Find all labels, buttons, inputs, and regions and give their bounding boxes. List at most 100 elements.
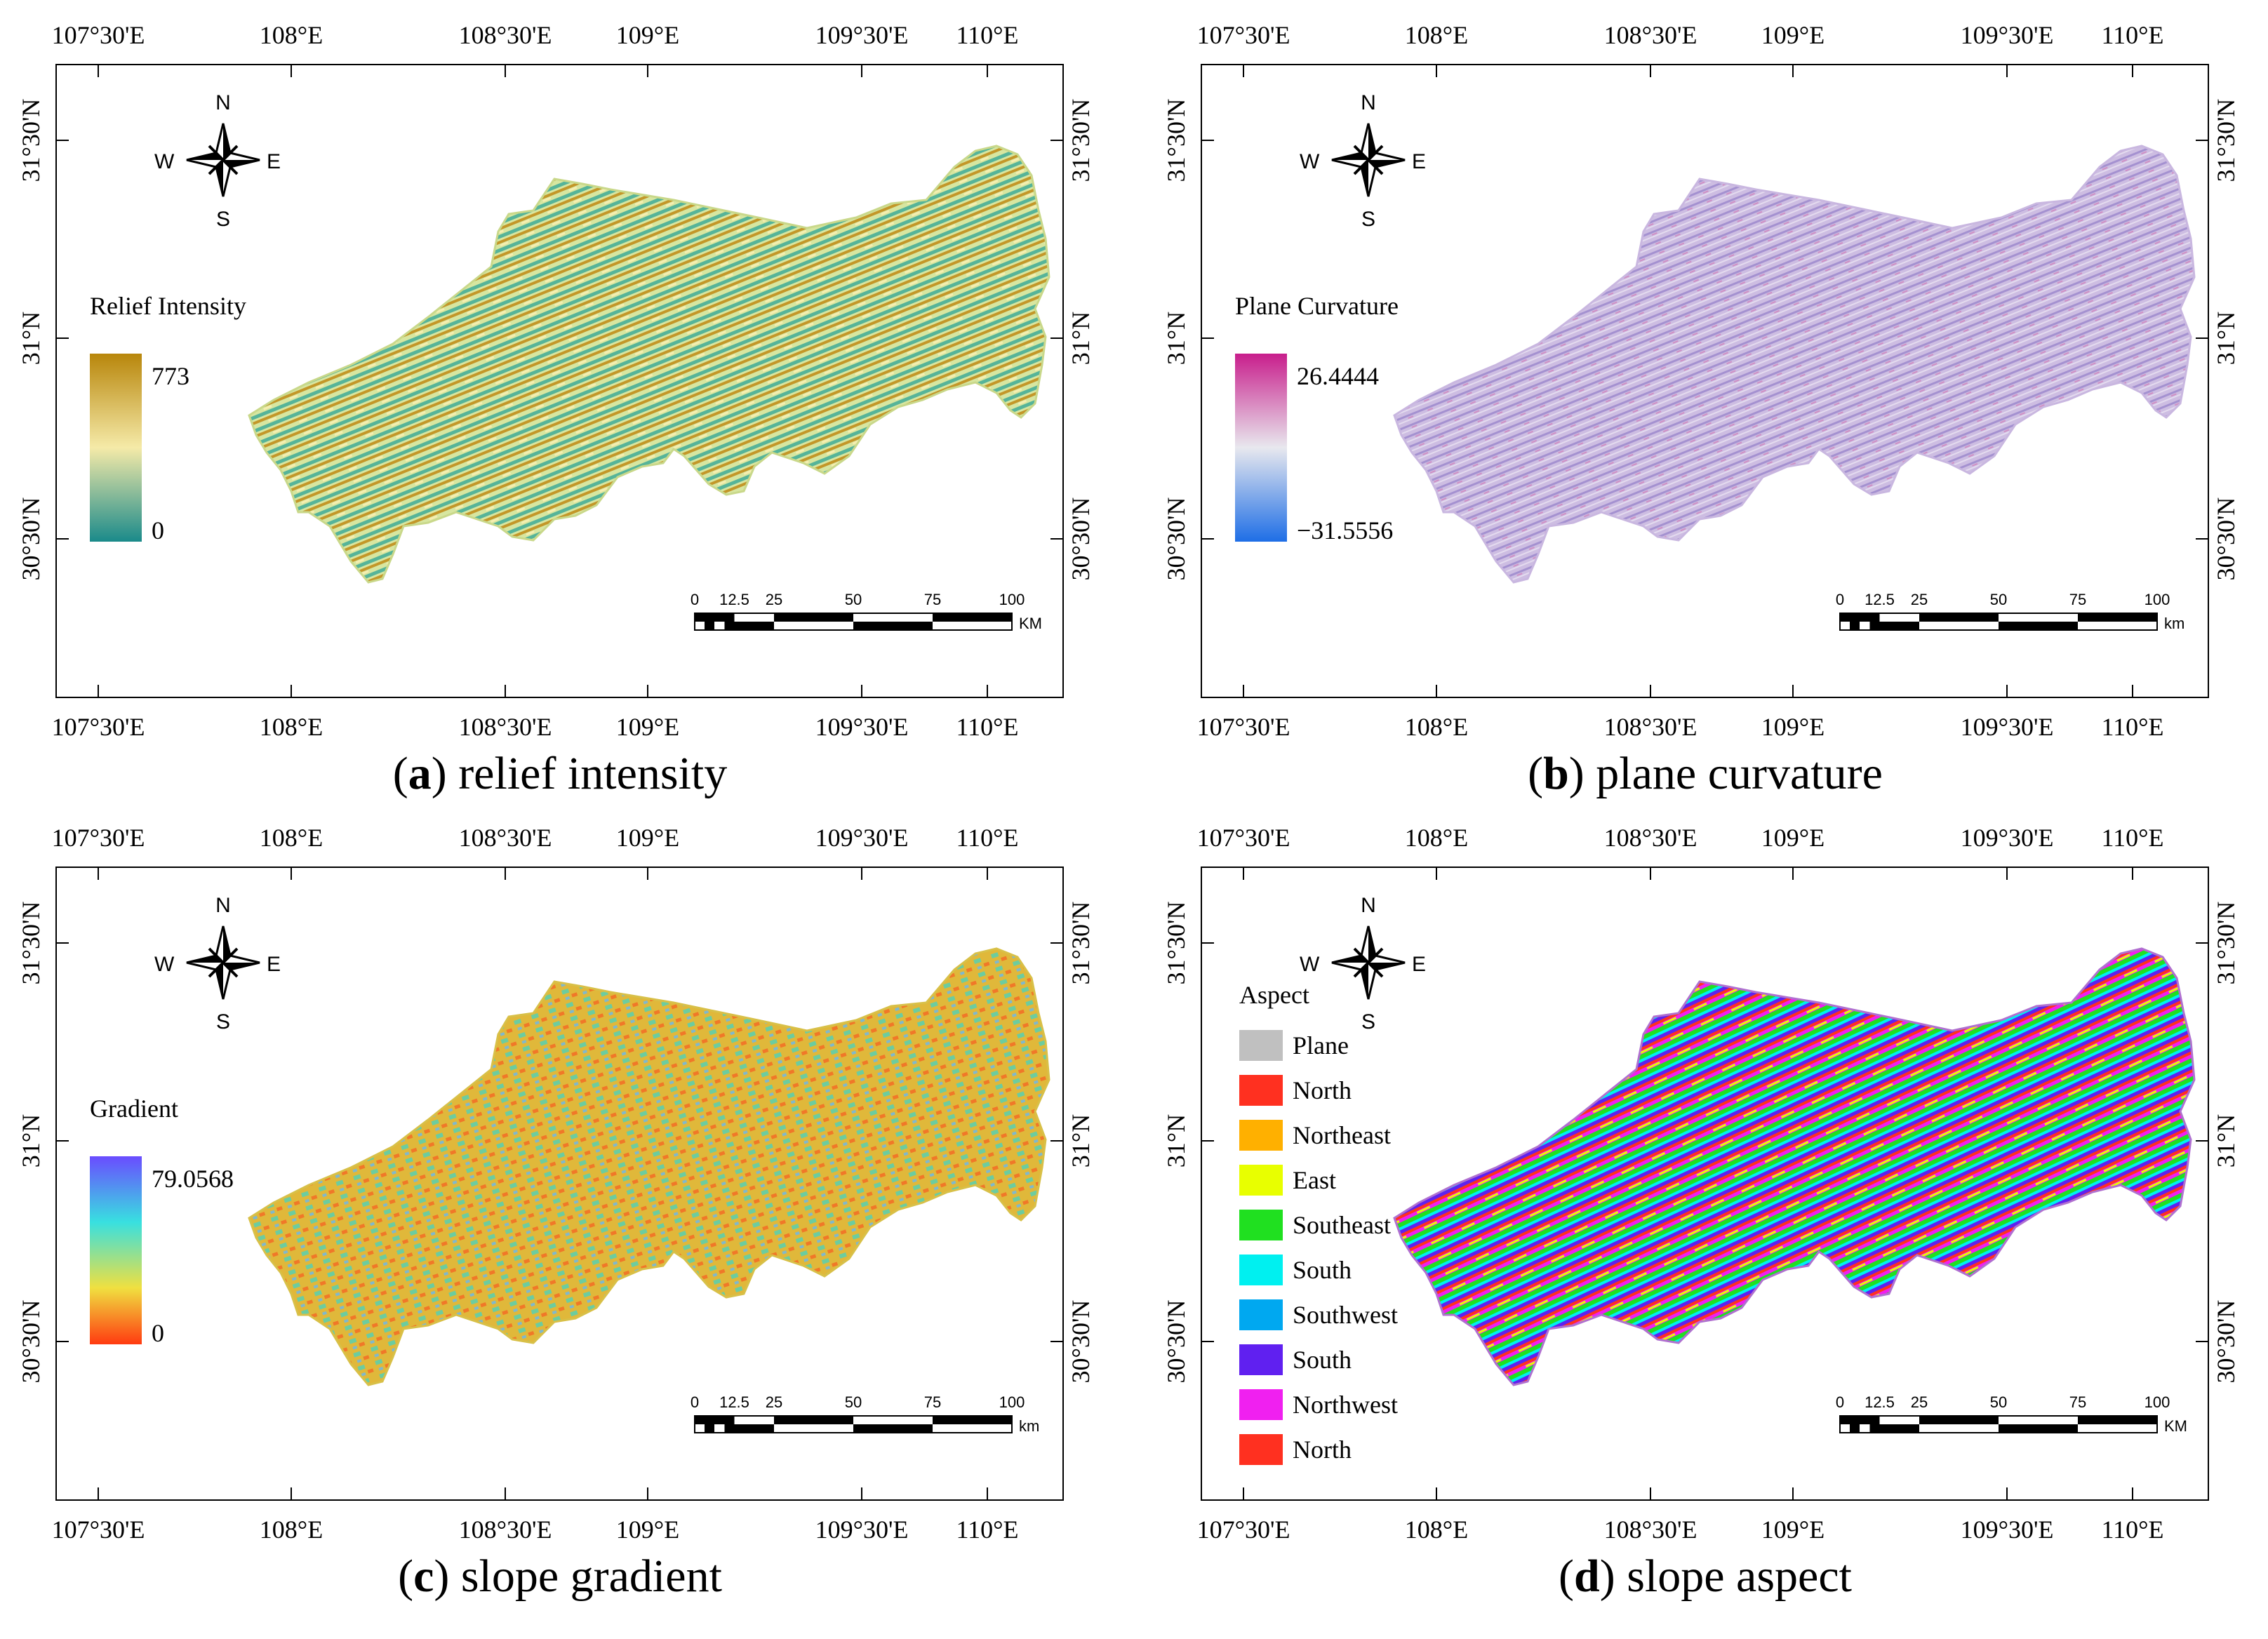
- lat-label-left: 31°30'N: [1162, 902, 1190, 985]
- scale-number: 50: [1990, 1393, 2007, 1411]
- legend-min: 0: [152, 1319, 164, 1347]
- lon-label-top: 108°E: [1405, 21, 1468, 49]
- lon-label-bottom: 109°E: [616, 1516, 679, 1544]
- lon-label-bottom: 107°30'E: [52, 1516, 145, 1544]
- lat-label-left: 30°30'N: [1162, 1300, 1190, 1384]
- legend-swatch: [1239, 1344, 1283, 1375]
- compass-s: S: [216, 1010, 230, 1033]
- lat-label-left: 31°N: [1162, 312, 1190, 365]
- lat-label-right: 31°N: [2212, 1114, 2240, 1168]
- lon-label-bottom: 110°E: [956, 1516, 1018, 1544]
- scale-number: 100: [2144, 1393, 2170, 1411]
- legend-color-ramp: [90, 1156, 142, 1344]
- lat-label-right: 31°N: [1067, 1114, 1095, 1168]
- compass-s: S: [1361, 1010, 1375, 1033]
- lon-label-bottom: 109°30'E: [815, 713, 909, 741]
- lon-label-top: 110°E: [956, 21, 1018, 49]
- legend-class-label: East: [1293, 1166, 1336, 1194]
- caption-text: relief intensity: [447, 748, 728, 799]
- caption-paren-close: ): [1600, 1551, 1615, 1602]
- scale-number: 100: [2144, 591, 2170, 608]
- compass-s: S: [216, 208, 230, 231]
- legend-class-label: Plane: [1293, 1031, 1349, 1059]
- lon-label-bottom: 108°30'E: [459, 713, 552, 741]
- legend-swatch: [1239, 1165, 1283, 1196]
- lon-label-top: 109°30'E: [1961, 824, 2054, 852]
- scale-unit: km: [2164, 615, 2184, 632]
- legend-swatch: [1239, 1299, 1283, 1330]
- study-area-raster: [248, 145, 1050, 584]
- compass-e: E: [267, 953, 281, 976]
- compass-w: W: [1300, 953, 1320, 976]
- scale-number: 25: [766, 1393, 782, 1411]
- scale-number: 0: [691, 1393, 699, 1411]
- scale-number: 25: [1911, 591, 1928, 608]
- legend-class-label: North: [1293, 1436, 1352, 1464]
- legend-min: −31.5556: [1297, 516, 1393, 544]
- scale-bar: 0 12.5 25 50 75 100 KM: [1836, 1393, 2187, 1435]
- legend-class-label: Northeast: [1293, 1121, 1391, 1149]
- lat-label-right: 30°30'N: [2212, 497, 2240, 581]
- map-frame: [1201, 64, 2209, 698]
- lat-label-right: 31°30'N: [1067, 99, 1095, 182]
- north-arrow-icon: [186, 123, 260, 197]
- lat-label-left: 31°30'N: [17, 99, 45, 182]
- scale-unit: km: [1019, 1417, 1039, 1435]
- map-frame: [55, 867, 1064, 1501]
- scale-number: 75: [2069, 1393, 2086, 1411]
- north-arrow-icon: [186, 925, 260, 1000]
- lon-label-top: 110°E: [2101, 824, 2163, 852]
- lat-label-left: 31°N: [1162, 1114, 1190, 1168]
- study-area-raster: [1393, 145, 2196, 584]
- lon-label-top: 109°30'E: [815, 824, 909, 852]
- study-area-raster: [248, 947, 1050, 1386]
- legend-title: Relief Intensity: [90, 292, 246, 320]
- lon-label-top: 107°30'E: [1197, 21, 1290, 49]
- legend-class-label: Southwest: [1293, 1301, 1398, 1329]
- lon-label-bottom: 110°E: [2101, 1516, 2163, 1544]
- lat-label-left: 31°30'N: [17, 902, 45, 985]
- legend-title: Plane Curvature: [1235, 292, 1399, 320]
- scale-number: 0: [1836, 1393, 1844, 1411]
- lon-label-top: 109°E: [616, 824, 679, 852]
- map-frame: [55, 64, 1064, 698]
- lon-label-bottom: 108°E: [260, 1516, 323, 1544]
- lon-label-top: 109°E: [616, 21, 679, 49]
- lat-label-left: 30°30'N: [17, 497, 45, 581]
- legend-swatch: [1239, 1434, 1283, 1465]
- map-panel-c: 107°30'E 107°30'E 108°E 108°E 108°30'E 108°30…: [17, 824, 1095, 1602]
- legend-color-ramp: [1235, 354, 1287, 542]
- panel-caption: (b) plane curvature: [1528, 748, 1883, 799]
- lon-label-bottom: 109°30'E: [1961, 713, 2054, 741]
- caption-paren-open: (: [1559, 1551, 1574, 1602]
- lon-label-top: 108°30'E: [1604, 21, 1697, 49]
- lat-label-left: 31°N: [17, 312, 45, 365]
- scale-number: 12.5: [1865, 591, 1895, 608]
- lat-label-right: 31°30'N: [1067, 902, 1095, 985]
- scale-unit: KM: [1019, 615, 1042, 632]
- legend-swatch: [1239, 1255, 1283, 1285]
- caption-paren-open: (: [1528, 748, 1543, 799]
- lon-label-top: 108°30'E: [459, 824, 552, 852]
- lon-label-top: 109°E: [1761, 824, 1825, 852]
- scale-number: 25: [1911, 1393, 1928, 1411]
- lon-label-top: 109°30'E: [1961, 21, 2054, 49]
- legend-swatch: [1239, 1120, 1283, 1151]
- scale-bar: 0 12.5 25 50 75 100 km: [691, 1393, 1039, 1435]
- lat-label-left: 30°30'N: [1162, 497, 1190, 581]
- lon-label-bottom: 109°30'E: [815, 1516, 909, 1544]
- lon-label-top: 108°E: [260, 824, 323, 852]
- legend-class-label: North: [1293, 1076, 1352, 1104]
- legend-class-label: Northwest: [1293, 1391, 1398, 1419]
- legend-swatch: [1239, 1389, 1283, 1420]
- scale-number: 50: [1990, 591, 2007, 608]
- lon-label-top: 109°E: [1761, 21, 1825, 49]
- lat-label-left: 30°30'N: [17, 1300, 45, 1384]
- legend-max: 773: [152, 362, 189, 390]
- map-panel-a: 107°30'E 107°30'E 108°E 108°E 108°30'E 108°30…: [17, 21, 1095, 799]
- caption-text: slope aspect: [1615, 1551, 1852, 1602]
- compass-e: E: [1412, 953, 1426, 976]
- lon-label-bottom: 109°E: [1761, 1516, 1825, 1544]
- lon-label-bottom: 108°30'E: [1604, 713, 1697, 741]
- lon-label-top: 107°30'E: [52, 824, 145, 852]
